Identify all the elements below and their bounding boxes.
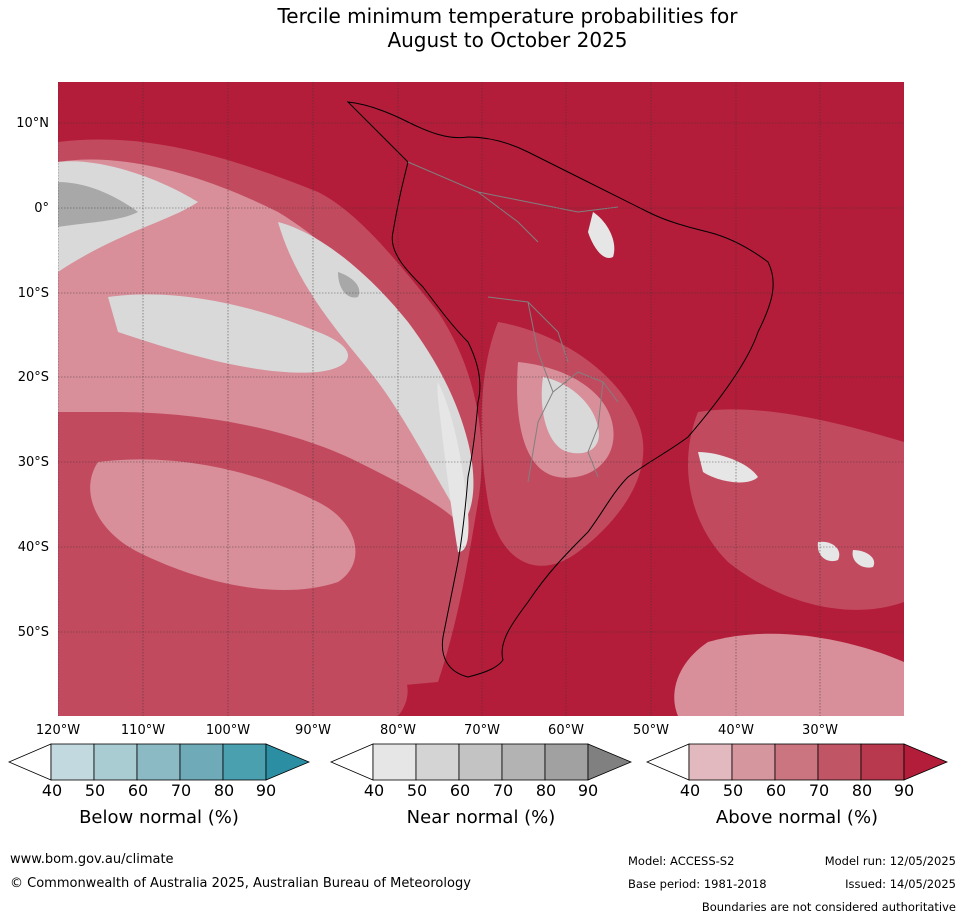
near-normal-region-inland xyxy=(541,377,599,454)
colorbar-segment xyxy=(93,743,138,781)
colorbar-segment xyxy=(136,743,181,781)
above-normal-60-region-atlantic xyxy=(688,409,904,610)
colorbar-segment xyxy=(415,743,460,781)
lon-label-60w: 60°W xyxy=(548,723,584,738)
colorbar-title-below: Below normal (%) xyxy=(79,807,239,828)
lon-label-120w: 120°W xyxy=(35,723,81,738)
title-line-1: Tercile minimum temperature probabilitie… xyxy=(277,4,738,28)
near-normal-region-atlantic-1 xyxy=(698,452,758,483)
tick-label: 50 xyxy=(406,781,428,800)
map-canvas xyxy=(58,82,904,716)
tick-label: 80 xyxy=(535,781,557,800)
near-normal-region-atlantic-3 xyxy=(852,550,875,568)
website-link[interactable]: www.bom.gov.au/climate xyxy=(10,852,174,867)
lat-label-20s: 20°S xyxy=(17,370,49,385)
colorbar-segment xyxy=(544,743,589,781)
colorbar-above-normal xyxy=(646,743,948,781)
copyright-text: © Commonwealth of Australia 2025, Austra… xyxy=(10,876,471,891)
graticule xyxy=(58,82,904,716)
lat-label-10s: 10°S xyxy=(17,286,49,301)
tick-label: 40 xyxy=(679,781,701,800)
colorbar-segment xyxy=(817,743,862,781)
colorbar-segment xyxy=(731,743,776,781)
tick-label: 60 xyxy=(449,781,471,800)
tick-label: 90 xyxy=(577,781,599,800)
near-normal-region-atlantic-2 xyxy=(817,541,840,562)
lat-label-30s: 30°S xyxy=(17,455,49,470)
issued-label: Issued: 14/05/2025 xyxy=(845,877,956,891)
tick-label: 70 xyxy=(808,781,830,800)
colorbar-title-above: Above normal (%) xyxy=(715,807,879,828)
tick-label: 70 xyxy=(170,781,192,800)
colorbar-extend-high xyxy=(903,743,948,781)
lon-label-90w: 90°W xyxy=(295,723,331,738)
colorbar-segment xyxy=(222,743,267,781)
near-normal-region-darkest xyxy=(58,182,138,227)
near-normal-region-northeast xyxy=(588,212,615,258)
colorbar-segment xyxy=(860,743,905,781)
near-normal-region-dark xyxy=(338,272,360,298)
tick-label: 40 xyxy=(41,781,63,800)
lat-label-0: 0° xyxy=(34,201,49,216)
tick-label: 50 xyxy=(84,781,106,800)
above-normal-50-region-patch xyxy=(90,459,356,591)
tick-label: 40 xyxy=(363,781,385,800)
lon-label-80w: 80°W xyxy=(380,723,416,738)
colorbar-extend-high xyxy=(265,743,310,781)
title-line-2: August to October 2025 xyxy=(387,28,628,52)
map-title: Tercile minimum temperature probabilitie… xyxy=(0,4,965,52)
colorbar-segment xyxy=(688,743,733,781)
tick-label: 60 xyxy=(765,781,787,800)
lat-label-40s: 40°S xyxy=(17,540,49,555)
above-normal-50-region-southeast xyxy=(674,633,904,716)
lon-label-100w: 100°W xyxy=(205,723,251,738)
tick-label: 90 xyxy=(893,781,915,800)
lon-label-40w: 40°W xyxy=(718,723,754,738)
boundaries-note: Boundaries are not considered authoritat… xyxy=(701,900,956,914)
tick-label: 80 xyxy=(851,781,873,800)
tick-label: 80 xyxy=(213,781,235,800)
colorbar-below-normal xyxy=(8,743,310,781)
lon-label-50w: 50°W xyxy=(633,723,669,738)
near-normal-region-band xyxy=(108,294,348,373)
base-period-label: Base period: 1981-2018 xyxy=(628,877,767,891)
lat-label-10n: 10°N xyxy=(16,116,49,131)
colorbar-extend-low xyxy=(646,743,690,781)
lon-label-110w: 110°W xyxy=(120,723,166,738)
lat-label-50s: 50°S xyxy=(17,625,49,640)
tick-label: 70 xyxy=(492,781,514,800)
country-borders xyxy=(407,161,619,483)
colorbar-extend-low xyxy=(330,743,374,781)
colorbar-segment xyxy=(501,743,546,781)
colorbar-segment xyxy=(458,743,503,781)
colorbar-segment xyxy=(372,743,417,781)
colorbar-segment xyxy=(50,743,95,781)
colorbar-extend-high xyxy=(587,743,632,781)
near-normal-region-coast xyxy=(437,382,469,552)
probability-map xyxy=(58,82,904,716)
above-normal-50-region-south xyxy=(58,596,408,716)
colorbar-near-normal xyxy=(330,743,632,781)
model-label: Model: ACCESS-S2 xyxy=(628,854,735,868)
tick-label: 90 xyxy=(255,781,277,800)
tick-label: 60 xyxy=(127,781,149,800)
colorbar-extend-low xyxy=(8,743,52,781)
colorbar-segment xyxy=(774,743,819,781)
lon-label-30w: 30°W xyxy=(802,723,838,738)
colorbar-segment xyxy=(179,743,224,781)
model-run-label: Model run: 12/05/2025 xyxy=(824,854,956,868)
south-america-coastline xyxy=(346,101,774,678)
lon-label-70w: 70°W xyxy=(464,723,500,738)
colorbar-title-near: Near normal (%) xyxy=(406,807,556,828)
near-normal-region-central xyxy=(278,222,474,522)
tick-label: 50 xyxy=(722,781,744,800)
